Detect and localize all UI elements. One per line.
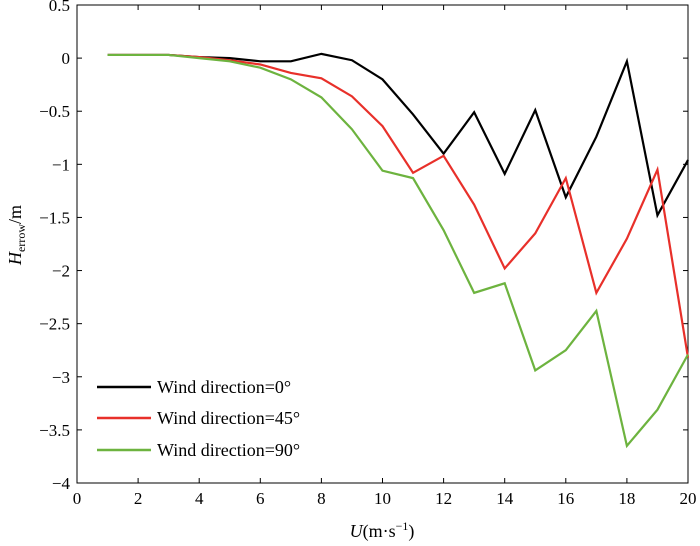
x-tick-label: 0 xyxy=(73,489,82,508)
x-tick-label: 10 xyxy=(374,489,391,508)
plot-area xyxy=(76,4,689,484)
x-tick-label: 2 xyxy=(134,489,143,508)
x-axis-var: U xyxy=(350,521,364,541)
y-tick-label: −2.5 xyxy=(39,315,70,334)
x-axis-label: U(m·s−1) xyxy=(350,519,415,542)
legend-label-2: Wind direction=90° xyxy=(157,440,300,460)
x-tick-label: 16 xyxy=(557,489,574,508)
legend: Wind direction=0° Wind direction=45° Win… xyxy=(97,377,300,460)
axis-ticks xyxy=(76,4,689,484)
x-tick-label: 8 xyxy=(317,489,326,508)
x-axis-exponent: −1 xyxy=(396,519,409,533)
y-axis-unit: /m xyxy=(5,205,25,224)
y-axis-label: Herrow/m xyxy=(5,205,28,266)
y-tick-label: −0.5 xyxy=(39,102,70,121)
y-axis-var: H xyxy=(5,251,25,266)
x-axis-unit: (m·s xyxy=(363,521,396,542)
y-tick-label: 0 xyxy=(62,49,71,68)
series-line-2 xyxy=(107,53,689,449)
x-tick-label: 18 xyxy=(618,489,635,508)
series-lines xyxy=(107,52,690,449)
x-tick-labels: 0 2 4 6 8 10 12 14 16 18 20 xyxy=(73,489,697,508)
y-tick-label: −2 xyxy=(52,262,70,281)
x-tick-label: 4 xyxy=(195,489,204,508)
y-tick-label: −3.5 xyxy=(39,421,70,440)
y-axis-subscript: errow xyxy=(14,224,28,252)
x-tick-label: 12 xyxy=(435,489,452,508)
x-tick-label: 6 xyxy=(256,489,265,508)
y-tick-labels: 0.5 0 −0.5 −1 −1.5 −2 −2.5 −3 −3.5 −4 xyxy=(39,0,70,493)
legend-label-0: Wind direction=0° xyxy=(157,377,291,397)
legend-label-1: Wind direction=45° xyxy=(157,408,300,428)
y-tick-label: −4 xyxy=(52,474,71,493)
y-tick-label: −1 xyxy=(52,155,70,174)
x-tick-label: 20 xyxy=(680,489,697,508)
y-tick-label: −1.5 xyxy=(39,208,70,227)
y-tick-label: 0.5 xyxy=(49,0,70,15)
x-axis-close: ) xyxy=(408,521,414,542)
x-tick-label: 14 xyxy=(496,489,514,508)
y-tick-label: −3 xyxy=(52,368,70,387)
